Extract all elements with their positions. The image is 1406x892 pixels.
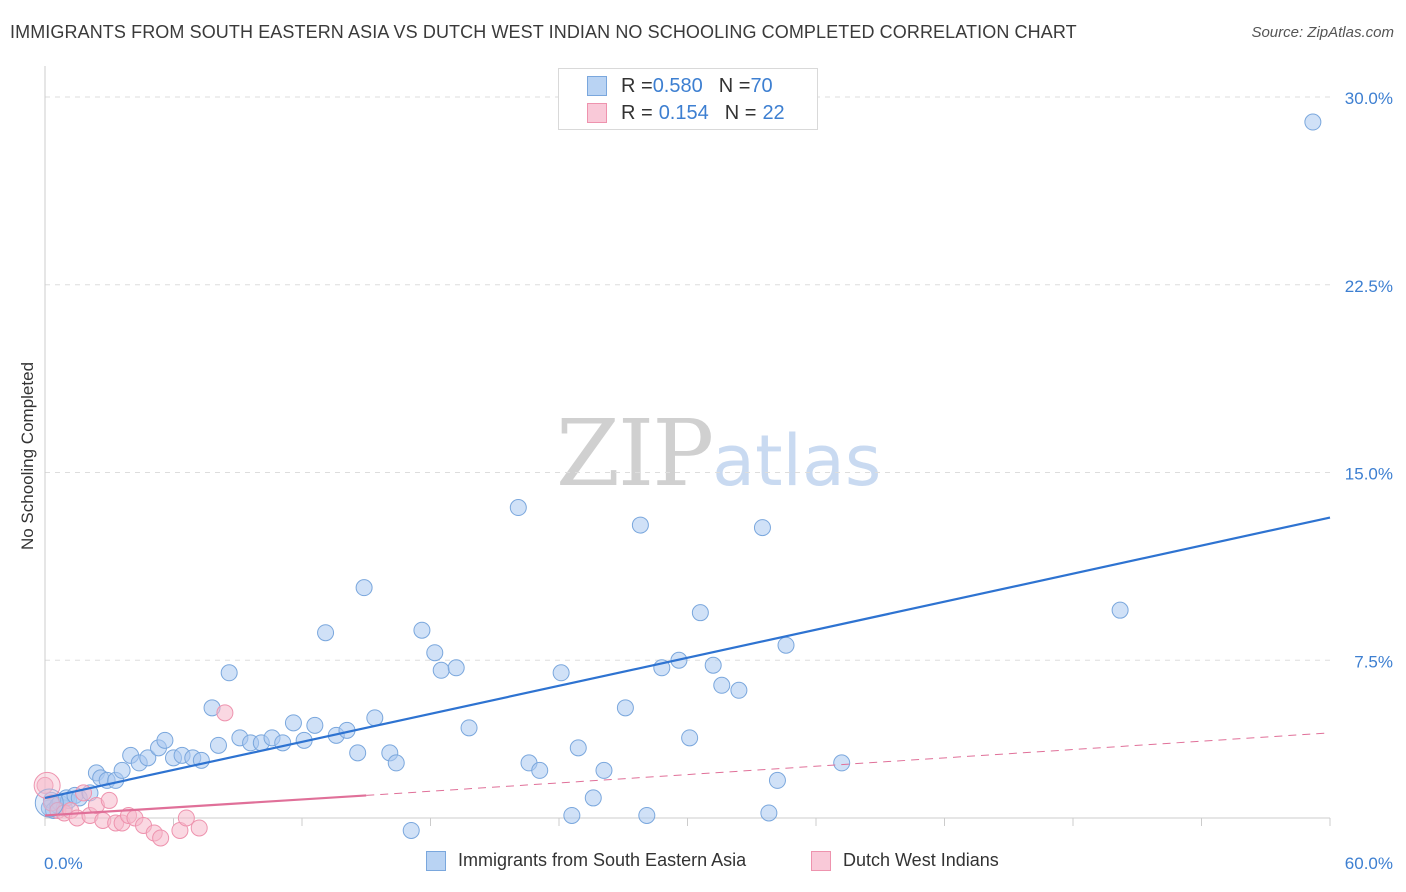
point-immigrants-se-asia xyxy=(220,664,238,682)
point-immigrants-se-asia xyxy=(317,624,335,642)
point-dutch-west-indians xyxy=(100,791,118,809)
point-immigrants-se-asia xyxy=(413,621,431,639)
y-tick-label: 22.5% xyxy=(1345,277,1393,296)
point-immigrants-se-asia xyxy=(349,744,367,762)
legend-n-value: 22 xyxy=(762,101,785,124)
legend-label-immigrants: Immigrants from South Eastern Asia xyxy=(458,850,747,870)
chart-source: Source: ZipAtlas.com xyxy=(1251,24,1394,41)
point-immigrants-se-asia xyxy=(274,734,292,752)
y-tick-label: 30.0% xyxy=(1345,89,1393,108)
trendline-dutch-west-indians xyxy=(44,794,367,817)
point-immigrants-se-asia xyxy=(616,699,634,717)
point-immigrants-se-asia xyxy=(552,664,570,682)
point-immigrants-se-asia xyxy=(595,761,613,779)
point-immigrants-se-asia xyxy=(631,516,649,534)
point-dutch-west-indians xyxy=(152,829,170,847)
point-immigrants-se-asia xyxy=(284,714,302,732)
point-immigrants-se-asia xyxy=(768,771,786,789)
point-immigrants-se-asia xyxy=(432,661,450,679)
legend-n-label: N = xyxy=(718,74,751,97)
legend-r-value: 0.580 xyxy=(652,74,703,97)
y-tick-label: 15.0% xyxy=(1345,465,1393,484)
correlation-legend: R = 0.580 N = 70 R = 0.154 N = 22 xyxy=(558,68,818,130)
watermark-atlas: atlas xyxy=(712,420,882,502)
point-dutch-west-indians xyxy=(216,704,234,722)
legend-swatch-pink xyxy=(587,103,607,123)
point-dutch-west-indians xyxy=(177,809,195,827)
legend-n-label: N = xyxy=(724,101,757,124)
point-immigrants-se-asia xyxy=(509,499,527,517)
y-tick-label: 7.5% xyxy=(1354,652,1393,671)
point-immigrants-se-asia xyxy=(730,681,748,699)
trendline-immigrants-se-asia xyxy=(44,516,1331,800)
legend-swatch-blue xyxy=(426,850,446,871)
point-immigrants-se-asia xyxy=(156,731,174,749)
point-immigrants-se-asia xyxy=(355,579,373,597)
point-immigrants-se-asia xyxy=(704,656,722,674)
point-immigrants-se-asia xyxy=(569,739,587,757)
legend-label-dutch-west-indians: Dutch West Indians xyxy=(843,850,999,870)
point-immigrants-se-asia xyxy=(460,719,478,737)
point-immigrants-se-asia xyxy=(531,761,549,779)
point-immigrants-se-asia xyxy=(209,736,227,754)
chart-title: IMMIGRANTS FROM SOUTH EASTERN ASIA VS DU… xyxy=(10,22,1077,42)
legend-swatch-pink xyxy=(811,850,831,871)
legend-n-value: 70 xyxy=(750,74,773,97)
trendline-dutch-west-indians xyxy=(366,732,1331,796)
point-immigrants-se-asia xyxy=(777,636,795,654)
point-immigrants-se-asia xyxy=(753,519,771,537)
series-legend: Immigrants from South Eastern Asia Dutch… xyxy=(0,850,1406,878)
point-immigrants-se-asia xyxy=(306,716,324,734)
point-immigrants-se-asia xyxy=(1111,601,1129,619)
point-immigrants-se-asia xyxy=(113,761,131,779)
legend-item-immigrants: Immigrants from South Eastern Asia xyxy=(426,850,746,871)
point-immigrants-se-asia xyxy=(713,676,731,694)
point-immigrants-se-asia xyxy=(139,749,157,767)
point-immigrants-se-asia xyxy=(447,659,465,677)
point-immigrants-se-asia xyxy=(760,804,778,822)
point-immigrants-se-asia xyxy=(387,754,405,772)
point-immigrants-se-asia xyxy=(426,644,444,662)
point-immigrants-se-asia xyxy=(563,806,581,824)
point-immigrants-se-asia xyxy=(691,604,709,622)
legend-row-pink: R = 0.154 N = 22 xyxy=(587,100,785,126)
legend-item-dutch-west-indians: Dutch West Indians xyxy=(811,850,999,871)
legend-r-label: R = xyxy=(621,101,653,124)
legend-r-label: R = xyxy=(621,74,653,97)
point-immigrants-se-asia xyxy=(638,806,656,824)
point-immigrants-se-asia xyxy=(1304,113,1322,131)
point-immigrants-se-asia xyxy=(833,754,851,772)
legend-r-value: 0.154 xyxy=(658,101,709,124)
watermark-zip: ZIP xyxy=(556,400,714,507)
point-immigrants-se-asia xyxy=(366,709,384,727)
point-immigrants-se-asia xyxy=(584,789,602,807)
point-immigrants-se-asia xyxy=(681,729,699,747)
point-immigrants-se-asia xyxy=(402,821,420,839)
legend-row-blue: R = 0.580 N = 70 xyxy=(587,73,773,99)
point-dutch-west-indians xyxy=(190,819,208,837)
x-tick-label-min: 0.0% xyxy=(44,854,83,873)
legend-swatch-blue xyxy=(587,76,607,96)
x-tick-label-max: 60.0% xyxy=(1345,854,1393,873)
watermark: ZIPatlas xyxy=(556,400,881,507)
